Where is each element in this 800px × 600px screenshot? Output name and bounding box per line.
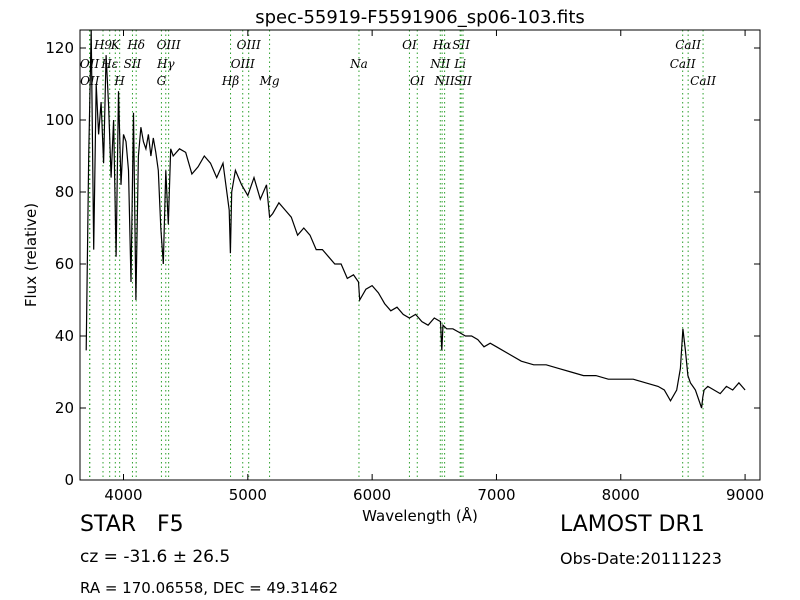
object-class: STAR [80,512,137,537]
y-tick-label-1: 20 [55,399,74,417]
chart-title: spec-55919-F5591906_sp06-103.fits [255,7,585,28]
object-subclass: F5 [157,512,184,537]
y-tick-label-0: 0 [64,471,74,489]
marker-label-22: Li [453,57,466,71]
y-tick-label-5: 100 [45,111,74,129]
coordinates-label: RA = 170.06558, DEC = 49.31462 [80,579,339,597]
marker-label-24: CaII [670,57,696,71]
marker-label-15: Na [349,57,368,71]
plot-frame [79,29,761,481]
marker-label-20: NII [434,74,455,88]
x-tick-label-5: 9000 [726,486,764,504]
marker-label-25: CaII [675,38,701,52]
redshift-label: cz = -31.6 ± 26.5 [80,547,231,567]
object-class-label: STAR F5 [80,512,184,537]
marker-label-10: OIII [157,38,181,52]
y-axis-label: Flux (relative) [22,203,40,307]
marker-label-26: CaII [690,74,716,88]
x-tick-label-2: 6000 [353,486,391,504]
marker-label-21: SII [452,38,470,52]
y-tick-label-2: 40 [55,327,74,345]
x-tick-label-0: 4000 [104,486,142,504]
marker-label-4: K [110,38,121,52]
marker-label-3: Hε [100,57,118,71]
x-tick-label-4: 8000 [602,486,640,504]
marker-label-7: Hδ [126,38,145,52]
spectral-line-markers: OIIOIIH9HεKHSIIHδGHγOIIIHβOIIIOIIIMgNaOI… [80,30,716,480]
marker-label-6: SII [124,57,142,71]
x-axis-label: Wavelength (Å) [362,506,478,525]
y-tick-label-4: 80 [55,183,74,201]
y-tick-label-3: 60 [55,255,74,273]
marker-label-12: OIII [231,57,255,71]
marker-label-2: H9 [93,38,112,52]
axis-ticks: 4000 5000 6000 7000 8000 9000 0 20 40 60 80 100 120 [45,30,764,504]
marker-label-8: G [157,74,167,88]
marker-label-0: OII [80,57,100,71]
obs-date-label: Obs-Date:20111223 [560,549,722,568]
marker-label-19: Hα [432,38,452,52]
survey-label: LAMOST DR1 [560,512,705,537]
marker-label-16: OI [402,38,417,52]
spectrum-line [85,29,746,409]
x-tick-label-1: 5000 [229,486,267,504]
marker-label-13: OIII [237,38,261,52]
marker-label-17: OI [410,74,425,88]
marker-label-14: Mg [259,74,280,88]
marker-label-23: SII [454,74,472,88]
marker-label-9: Hγ [156,57,175,71]
y-tick-label-6: 120 [45,39,74,57]
x-tick-label-3: 7000 [477,486,515,504]
marker-label-18: NII [429,57,450,71]
marker-label-5: H [113,74,125,88]
marker-label-11: Hβ [221,74,239,88]
